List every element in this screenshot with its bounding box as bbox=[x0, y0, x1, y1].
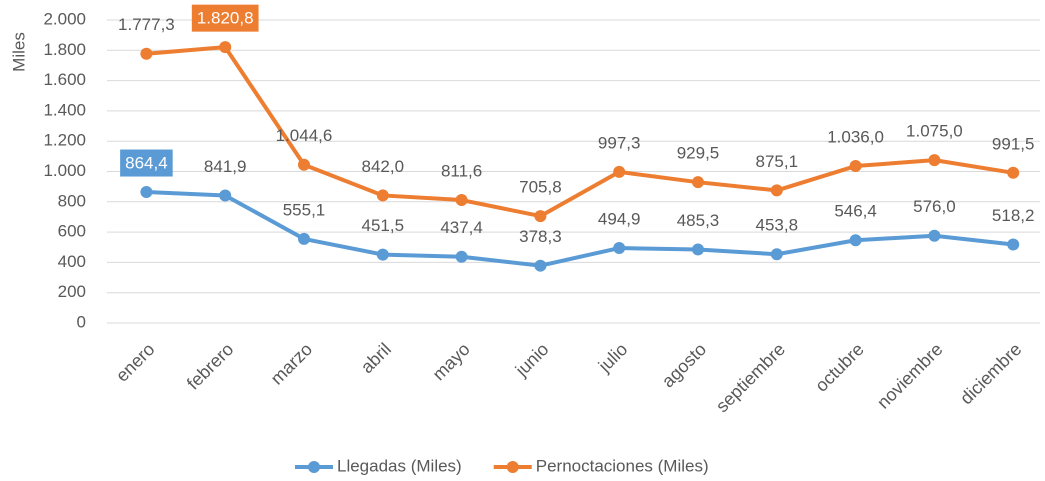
series-line bbox=[146, 190, 1014, 268]
data-label: 485,3 bbox=[677, 211, 720, 230]
x-tick-label: noviembre bbox=[873, 339, 947, 413]
x-tick-label: enero bbox=[112, 339, 159, 386]
x-tick-label: agosto bbox=[658, 339, 710, 391]
label-box bbox=[191, 4, 259, 32]
point bbox=[534, 210, 547, 223]
point bbox=[1007, 166, 1020, 179]
data-label: 451,5 bbox=[362, 216, 405, 235]
data-label: 437,4 bbox=[440, 218, 483, 237]
data-label: 453,8 bbox=[756, 216, 799, 235]
y-axis-label: Miles bbox=[9, 32, 28, 72]
point bbox=[140, 47, 153, 60]
point bbox=[455, 194, 468, 207]
data-label: 811,6 bbox=[441, 162, 482, 181]
data-label: 705,8 bbox=[519, 178, 562, 197]
y-tick-label: 1.000 bbox=[43, 161, 86, 180]
point bbox=[1007, 238, 1020, 251]
y-tick-label: 0 bbox=[77, 312, 86, 331]
point bbox=[534, 259, 547, 272]
y-tick-label: 1.800 bbox=[43, 40, 86, 59]
data-label: 576,0 bbox=[913, 197, 956, 216]
point bbox=[376, 189, 389, 202]
highlight-label: 1.820,8 bbox=[191, 4, 259, 32]
x-tick-label: junio bbox=[511, 339, 553, 381]
y-tick-label: 200 bbox=[58, 282, 86, 301]
data-label: 1.036,0 bbox=[827, 128, 884, 147]
point bbox=[613, 242, 626, 255]
point bbox=[692, 243, 704, 256]
point bbox=[928, 154, 941, 167]
x-tick-label: diciembre bbox=[956, 339, 1025, 408]
x-tick-label: septiembre bbox=[712, 339, 789, 416]
data-label: 875,1 bbox=[756, 152, 799, 171]
series-line bbox=[146, 45, 1014, 219]
point bbox=[770, 248, 783, 261]
data-label: 991,5 bbox=[992, 134, 1035, 153]
label-box bbox=[120, 149, 173, 177]
data-label: 555,1 bbox=[283, 200, 326, 219]
legend-marker bbox=[506, 461, 519, 473]
y-tick-label: 2.000 bbox=[43, 9, 86, 28]
x-tick-label: febrero bbox=[183, 339, 237, 393]
data-label: 841,9 bbox=[204, 157, 247, 176]
data-label: 378,3 bbox=[519, 227, 562, 246]
point bbox=[770, 184, 783, 197]
y-tick-label: 800 bbox=[58, 191, 86, 210]
point bbox=[849, 234, 862, 247]
y-tick-label: 1.200 bbox=[43, 131, 86, 150]
point bbox=[376, 248, 389, 261]
y-tick-label: 400 bbox=[58, 252, 86, 271]
point bbox=[455, 250, 468, 263]
point bbox=[298, 158, 310, 171]
point bbox=[849, 160, 862, 173]
legend-label: Pernoctaciones (Miles) bbox=[536, 456, 709, 475]
data-label: 1.820,8 bbox=[197, 9, 254, 28]
y-tick-label: 600 bbox=[58, 222, 86, 241]
data-label: 864,4 bbox=[125, 154, 168, 173]
x-tick-label: julio bbox=[594, 339, 631, 376]
highlight-label: 864,4 bbox=[120, 149, 173, 177]
point bbox=[692, 176, 704, 189]
y-tick-label: 1.600 bbox=[43, 70, 86, 89]
point bbox=[140, 186, 153, 199]
data-label: 929,5 bbox=[677, 144, 720, 163]
data-label: 1.777,3 bbox=[118, 15, 175, 34]
data-label: 842,0 bbox=[362, 157, 405, 176]
x-tick-label: marzo bbox=[267, 339, 317, 389]
x-tick-label: abril bbox=[357, 339, 395, 377]
data-label: 1.044,6 bbox=[276, 126, 333, 145]
data-label: 494,9 bbox=[598, 210, 641, 229]
y-tick-label: 1.400 bbox=[43, 100, 86, 119]
data-label: 1.075,0 bbox=[906, 122, 963, 141]
x-tick-label: octubre bbox=[811, 339, 868, 396]
point bbox=[298, 232, 310, 245]
legend-label: Llegadas (Miles) bbox=[337, 456, 462, 475]
data-label: 518,2 bbox=[992, 206, 1035, 225]
point bbox=[928, 229, 941, 242]
x-tick-label: mayo bbox=[429, 339, 474, 384]
point bbox=[613, 165, 626, 178]
point bbox=[219, 41, 232, 54]
legend-marker bbox=[308, 461, 320, 473]
data-label: 997,3 bbox=[598, 133, 641, 152]
data-label: 546,4 bbox=[834, 202, 877, 221]
point bbox=[219, 189, 232, 202]
